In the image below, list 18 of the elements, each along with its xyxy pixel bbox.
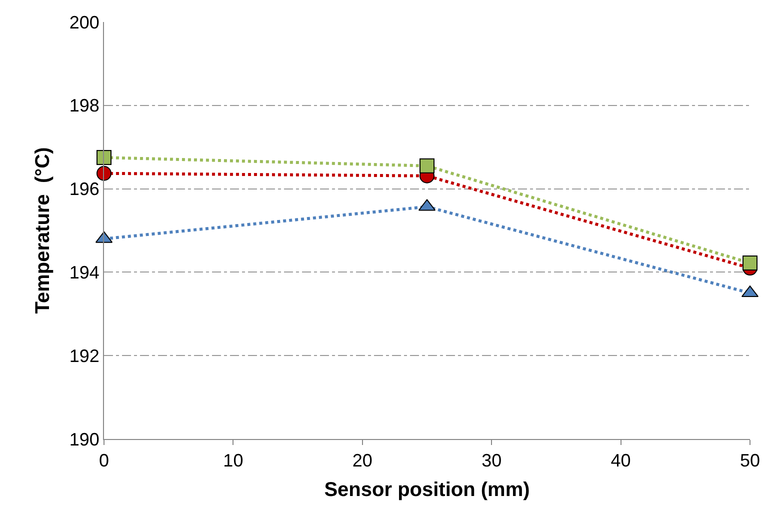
y-tick-label: 192 [69,346,100,366]
y-tick-label: 194 [69,262,100,282]
point [742,256,758,271]
y-tick-label: 200 [69,12,100,32]
x-tick-label: 40 [610,450,631,471]
x-axis-title: Sensor position (mm) [324,479,530,502]
point [96,150,112,166]
y-tick-label: 198 [69,96,100,116]
y-tick-label: 190 [69,429,100,450]
x-tick-label: 10 [223,450,244,471]
x-tick-label: 50 [740,450,760,471]
y-axis-title: Temperature (°C) [32,147,54,314]
x-tick-label: 30 [482,450,502,471]
y-tick-label: 196 [69,179,100,200]
point [420,158,434,174]
x-tick-label: 20 [352,450,372,471]
point [96,166,112,181]
x-tick-label: 0 [98,450,110,471]
